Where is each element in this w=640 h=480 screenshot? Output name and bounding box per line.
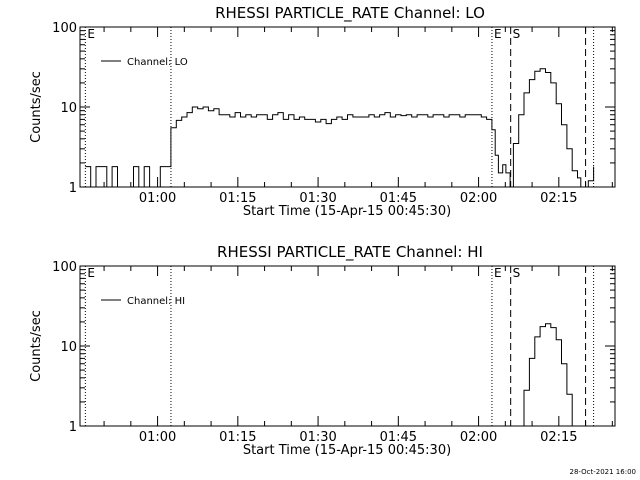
x-tick-label: 01:15 [219, 430, 256, 445]
y-tick-label: 10 [60, 340, 77, 355]
x-tick-label: 02:00 [460, 430, 497, 445]
x-tick-label: 01:30 [299, 191, 336, 206]
x-tick-label: 01:15 [219, 191, 256, 206]
y-tick-label: 1 [69, 181, 77, 196]
x-tick-label: 02:15 [540, 430, 577, 445]
y-tick-label: 1 [69, 420, 77, 435]
y-tick-label: 100 [52, 260, 77, 275]
legend-label: Channel: HI [127, 296, 185, 307]
x-tick-label: 01:00 [139, 191, 176, 206]
x-tick-label: 01:30 [299, 430, 336, 445]
chart-title: RHESSI PARTICLE_RATE Channel: LO [215, 4, 485, 23]
y-tick-label: 100 [52, 21, 77, 36]
series-line-1 [85, 68, 595, 187]
y-axis-label: Counts/sec [29, 71, 44, 143]
marker-label-s: S [513, 27, 521, 41]
marker-label-e: E [87, 27, 95, 41]
y-axis-label: Counts/sec [29, 310, 44, 382]
x-tick-label: 01:45 [380, 430, 417, 445]
x-tick-label: 01:45 [380, 191, 417, 206]
legend-label: Channel: LO [127, 57, 188, 68]
x-tick-label: 02:00 [460, 191, 497, 206]
timestamp: 28-Oct-2021 16:00 [570, 468, 636, 476]
marker-label-e: E [494, 27, 502, 41]
x-axis-label: Start Time (15-Apr-15 00:45:30) [243, 204, 451, 219]
marker-label-s: S [513, 266, 521, 280]
y-tick-label: 10 [60, 101, 77, 116]
chart-panel-2: RHESSI PARTICLE_RATE Channel: HI Start Ti… [29, 243, 616, 458]
series-line-1 [520, 323, 573, 426]
x-tick-label: 02:15 [540, 191, 577, 206]
chart-title: RHESSI PARTICLE_RATE Channel: HI [217, 243, 483, 262]
x-tick-label: 01:00 [139, 430, 176, 445]
marker-label-e: E [87, 266, 95, 280]
marker-label-e: E [494, 266, 502, 280]
x-axis-label: Start Time (15-Apr-15 00:45:30) [243, 443, 451, 458]
chart-panel-1: RHESSI PARTICLE_RATE Channel: LO Start Ti… [29, 4, 616, 219]
